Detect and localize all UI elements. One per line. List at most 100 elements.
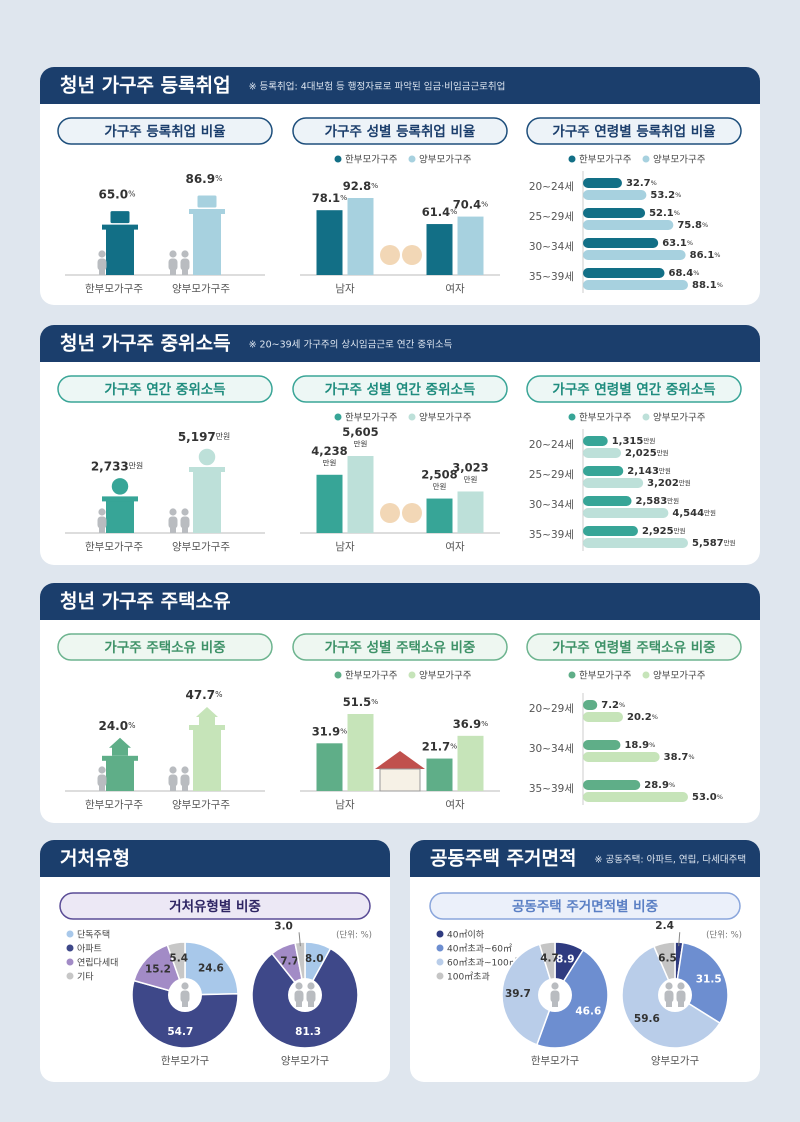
legend-marker bbox=[66, 930, 74, 938]
pie-label: 한부모가구 bbox=[531, 1055, 580, 1067]
person-icon bbox=[170, 785, 176, 791]
category-label: 한부모가구주 bbox=[85, 541, 143, 553]
category-label: 30~34세 bbox=[529, 499, 574, 511]
category-label: 30~34세 bbox=[529, 743, 574, 755]
bar bbox=[193, 471, 221, 533]
pie-label: 양부모가구 bbox=[281, 1055, 330, 1067]
bar bbox=[106, 759, 134, 791]
value-label: 3,023 만원 bbox=[452, 460, 488, 484]
legend-label: 양부모가구주 bbox=[419, 413, 472, 424]
legend-marker bbox=[436, 958, 444, 966]
value-label: 92.8% bbox=[343, 179, 378, 193]
legend-marker bbox=[642, 155, 650, 163]
value-label: 6.5 bbox=[658, 953, 677, 965]
value-label: 86.1% bbox=[690, 250, 721, 261]
value-label: 3.0 bbox=[274, 920, 293, 932]
person-icon bbox=[308, 1001, 314, 1007]
value-label: 38.7% bbox=[664, 752, 695, 763]
pie-slice bbox=[501, 943, 556, 1046]
panel-title-pill bbox=[526, 375, 742, 403]
section-note: ※ 20~39세 가구주의 상시임금근로 연간 중위소득 bbox=[249, 339, 453, 351]
coin-icon bbox=[197, 447, 217, 467]
legend-label: 한부모가구주 bbox=[579, 671, 632, 682]
category-label: 35~39세 bbox=[529, 271, 574, 283]
category-label: 여자 bbox=[445, 283, 465, 295]
person-icon bbox=[182, 785, 188, 791]
person-icon bbox=[664, 990, 674, 1003]
panel-title: 공동주택 주거면적별 비중 bbox=[512, 898, 658, 915]
value-label: 2,143만원 bbox=[627, 466, 671, 477]
briefcase-icon bbox=[109, 210, 131, 225]
legend-marker bbox=[642, 671, 650, 679]
value-label: 70.4% bbox=[453, 197, 488, 211]
pie-label: 양부모가구 bbox=[651, 1055, 700, 1067]
bar bbox=[583, 280, 688, 290]
category-label: 남자 bbox=[335, 541, 355, 553]
legend-label: 아파트 bbox=[77, 944, 102, 955]
legend-marker bbox=[568, 413, 576, 421]
person-icon bbox=[180, 774, 190, 787]
value-label: 28.9% bbox=[644, 780, 675, 791]
section-note: ※ 등록취업: 4대보험 등 행정자료로 파악된 임금·비임금근로취업 bbox=[249, 81, 506, 93]
value-label: 4.7 bbox=[540, 952, 559, 964]
category-label: 35~39세 bbox=[529, 529, 574, 541]
value-label: 7.7 bbox=[280, 955, 299, 967]
legend-label: 40㎡초과~60㎡ bbox=[447, 944, 512, 955]
bar-cap bbox=[102, 755, 138, 761]
illustration bbox=[402, 245, 422, 265]
value-label: 5,605 만원 bbox=[342, 425, 378, 449]
house-illustration bbox=[379, 768, 421, 792]
value-label: 2,925만원 bbox=[642, 526, 686, 537]
value-label: 53.0% bbox=[692, 792, 723, 803]
legend-marker bbox=[66, 972, 74, 980]
pie-slice bbox=[184, 941, 239, 996]
panel-title: 가구주 등록취업 비율 bbox=[104, 123, 225, 140]
value-label: 8.0 bbox=[305, 953, 324, 965]
value-label: 88.1% bbox=[692, 280, 723, 291]
value-label: 5.4 bbox=[169, 952, 188, 964]
person-icon bbox=[169, 508, 177, 516]
category-label: 남자 bbox=[335, 799, 355, 811]
legend-label: 단독주택 bbox=[77, 930, 110, 941]
value-label: 1,315만원 bbox=[612, 436, 656, 447]
house-icon bbox=[109, 737, 131, 756]
bar bbox=[426, 224, 453, 275]
value-label: 24.6 bbox=[198, 962, 224, 974]
value-label: 65.0% bbox=[98, 187, 135, 201]
person-icon bbox=[99, 527, 105, 533]
category-label: 양부모가구주 bbox=[172, 283, 230, 295]
pie-label: 한부모가구 bbox=[161, 1055, 210, 1067]
legend-label: 양부모가구주 bbox=[653, 413, 706, 424]
panel-title: 가구주 연령별 등록취업 비율 bbox=[552, 123, 715, 140]
value-label: 78.1% bbox=[312, 191, 347, 205]
value-label: 2,733만원 bbox=[91, 459, 143, 473]
value-label: 75.8% bbox=[677, 220, 708, 231]
category-label: 여자 bbox=[445, 541, 465, 553]
section-title: 거처유형 bbox=[60, 848, 130, 870]
panel-title: 가구주 주택소유 비중 bbox=[104, 639, 225, 656]
person-icon bbox=[99, 269, 105, 275]
panel-title-pill bbox=[526, 117, 742, 145]
person-icon bbox=[98, 766, 106, 774]
briefcase-icon bbox=[196, 194, 218, 209]
section-note: ※ 공동주택: 아파트, 연립, 다세대주택 bbox=[594, 854, 746, 866]
panel-title-pill bbox=[59, 892, 371, 920]
person-icon bbox=[97, 516, 107, 529]
bar bbox=[316, 210, 343, 275]
category-label: 20~24세 bbox=[529, 439, 574, 451]
panel-title: 거처유형별 비중 bbox=[169, 898, 261, 915]
unit-note: (단위: %) bbox=[706, 930, 742, 941]
pie-center bbox=[658, 978, 692, 1012]
value-label: 51.5% bbox=[343, 695, 378, 709]
person-icon bbox=[307, 982, 315, 990]
bar bbox=[583, 190, 647, 200]
house-illustration bbox=[375, 751, 425, 769]
section-header bbox=[40, 345, 760, 362]
panel-title: 가구주 연령별 연간 중위소득 bbox=[552, 381, 715, 398]
legend-marker bbox=[568, 155, 576, 163]
person-icon bbox=[296, 1001, 302, 1007]
legend-marker bbox=[436, 930, 444, 938]
person-icon bbox=[294, 990, 304, 1003]
bar bbox=[583, 538, 688, 548]
